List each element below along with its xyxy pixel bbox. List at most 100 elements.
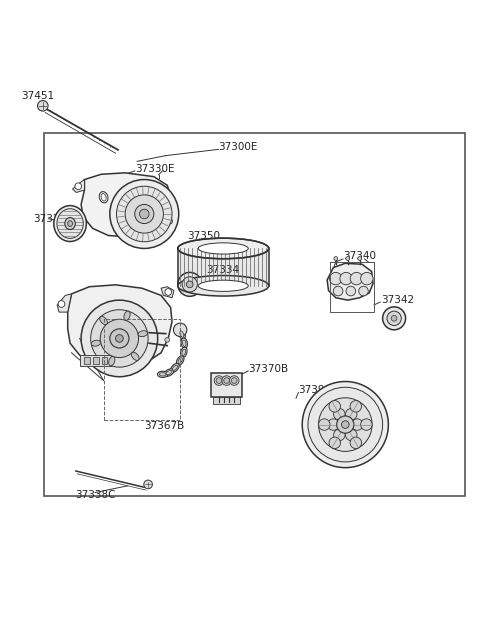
Ellipse shape bbox=[157, 371, 168, 377]
Ellipse shape bbox=[101, 194, 106, 201]
Circle shape bbox=[346, 257, 349, 260]
Circle shape bbox=[346, 286, 356, 296]
Polygon shape bbox=[163, 214, 173, 226]
Text: 37330E: 37330E bbox=[135, 164, 174, 174]
Ellipse shape bbox=[224, 377, 229, 384]
Circle shape bbox=[391, 316, 397, 321]
Circle shape bbox=[186, 281, 193, 287]
Circle shape bbox=[360, 272, 373, 285]
Circle shape bbox=[308, 387, 383, 462]
Ellipse shape bbox=[166, 370, 172, 375]
Bar bbox=[213, 398, 240, 404]
Circle shape bbox=[329, 401, 340, 412]
Circle shape bbox=[336, 416, 354, 433]
Text: 37340: 37340 bbox=[343, 251, 376, 261]
Circle shape bbox=[58, 301, 65, 308]
Text: 37342: 37342 bbox=[381, 295, 414, 305]
Ellipse shape bbox=[229, 376, 239, 386]
Ellipse shape bbox=[124, 311, 130, 320]
Polygon shape bbox=[81, 173, 170, 237]
Ellipse shape bbox=[180, 347, 187, 357]
Text: 37367B: 37367B bbox=[144, 421, 184, 430]
Circle shape bbox=[135, 204, 154, 223]
Circle shape bbox=[387, 311, 401, 326]
Ellipse shape bbox=[178, 276, 269, 296]
Circle shape bbox=[116, 335, 123, 342]
Bar bbox=[178, 248, 269, 286]
Circle shape bbox=[383, 307, 406, 330]
Circle shape bbox=[346, 429, 357, 441]
Circle shape bbox=[173, 323, 187, 337]
Circle shape bbox=[165, 289, 171, 296]
Polygon shape bbox=[68, 285, 172, 367]
Ellipse shape bbox=[57, 209, 83, 238]
Circle shape bbox=[110, 329, 129, 348]
Ellipse shape bbox=[68, 221, 72, 226]
Ellipse shape bbox=[108, 357, 115, 365]
Bar bbox=[84, 357, 90, 364]
Circle shape bbox=[182, 277, 197, 292]
Circle shape bbox=[37, 101, 48, 111]
Bar bbox=[80, 355, 111, 365]
Ellipse shape bbox=[132, 352, 139, 360]
Ellipse shape bbox=[65, 218, 75, 230]
Text: 37300E: 37300E bbox=[218, 142, 258, 152]
Bar bbox=[44, 133, 465, 496]
Text: 37338C: 37338C bbox=[75, 490, 115, 500]
Ellipse shape bbox=[216, 377, 222, 384]
Ellipse shape bbox=[178, 238, 269, 259]
Circle shape bbox=[167, 218, 172, 224]
Circle shape bbox=[319, 419, 330, 430]
Circle shape bbox=[81, 300, 157, 377]
Bar bbox=[104, 320, 180, 420]
Circle shape bbox=[350, 437, 361, 448]
Polygon shape bbox=[327, 264, 373, 300]
Circle shape bbox=[302, 382, 388, 467]
Ellipse shape bbox=[176, 356, 184, 365]
Circle shape bbox=[91, 309, 148, 367]
Polygon shape bbox=[57, 294, 72, 312]
Circle shape bbox=[165, 338, 169, 342]
Circle shape bbox=[358, 257, 361, 260]
Ellipse shape bbox=[182, 349, 186, 355]
Circle shape bbox=[359, 286, 368, 296]
Ellipse shape bbox=[214, 376, 224, 386]
Ellipse shape bbox=[172, 365, 178, 370]
Circle shape bbox=[341, 421, 349, 428]
Ellipse shape bbox=[231, 377, 237, 384]
Ellipse shape bbox=[179, 329, 185, 339]
Circle shape bbox=[178, 272, 202, 296]
Circle shape bbox=[144, 480, 153, 489]
Circle shape bbox=[334, 429, 345, 441]
Circle shape bbox=[334, 408, 345, 420]
Ellipse shape bbox=[164, 369, 174, 376]
Circle shape bbox=[351, 419, 363, 430]
Circle shape bbox=[319, 398, 372, 452]
Circle shape bbox=[350, 272, 363, 285]
Bar bbox=[330, 262, 374, 312]
Text: 37370B: 37370B bbox=[248, 364, 288, 374]
Ellipse shape bbox=[138, 331, 147, 337]
Ellipse shape bbox=[198, 243, 248, 254]
Circle shape bbox=[117, 186, 172, 242]
Ellipse shape bbox=[91, 340, 101, 346]
Text: 37451: 37451 bbox=[21, 91, 54, 101]
Bar bbox=[211, 374, 242, 398]
Ellipse shape bbox=[180, 331, 184, 337]
Ellipse shape bbox=[54, 206, 86, 242]
Ellipse shape bbox=[100, 316, 108, 325]
Ellipse shape bbox=[99, 192, 108, 203]
Ellipse shape bbox=[178, 358, 182, 364]
Circle shape bbox=[140, 209, 149, 219]
Text: 37334: 37334 bbox=[206, 265, 240, 274]
Circle shape bbox=[340, 272, 352, 285]
Text: 37321A: 37321A bbox=[33, 214, 73, 224]
Ellipse shape bbox=[181, 338, 187, 348]
Ellipse shape bbox=[198, 280, 248, 291]
Ellipse shape bbox=[222, 376, 231, 386]
Bar bbox=[102, 357, 108, 364]
Circle shape bbox=[327, 419, 339, 430]
Circle shape bbox=[125, 195, 163, 233]
Bar bbox=[93, 357, 99, 364]
Ellipse shape bbox=[171, 364, 179, 372]
